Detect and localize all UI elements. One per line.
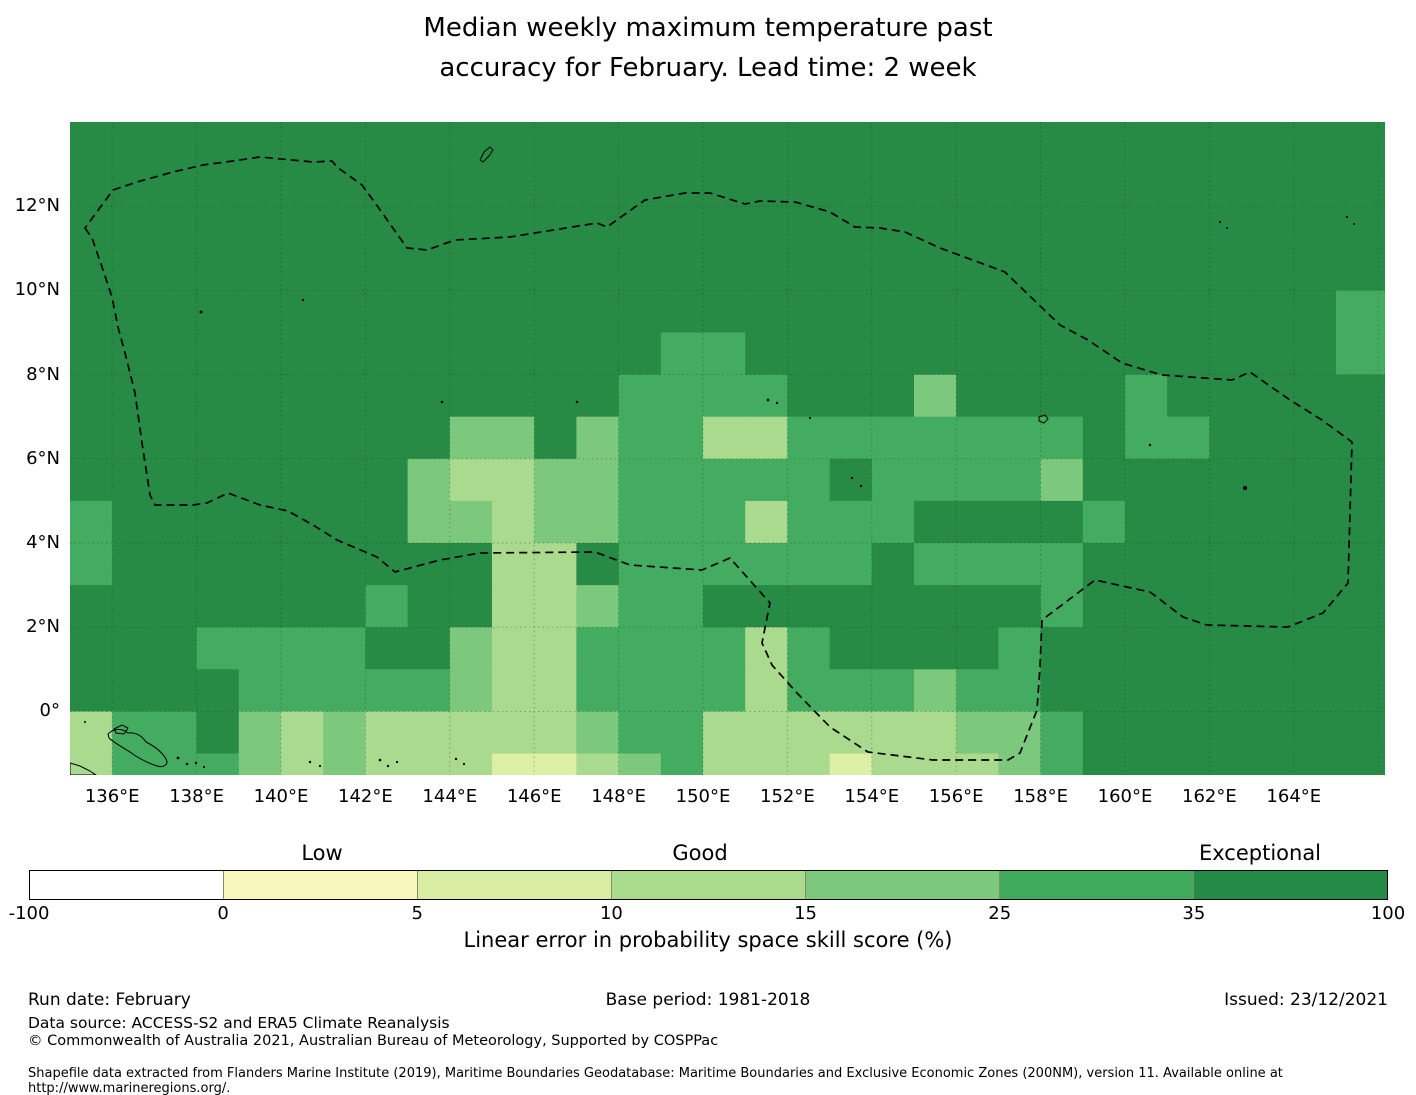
x-tick-label: 140°E xyxy=(253,786,309,807)
colorbar-axis-label: Linear error in probability space skill … xyxy=(463,928,953,952)
chart-title-line1: Median weekly maximum temperature past xyxy=(423,13,993,43)
colorbar-tick-label: 100 xyxy=(1370,903,1406,924)
x-tick-label: 144°E xyxy=(422,786,478,807)
x-tick-label: 138°E xyxy=(169,786,224,807)
colorbar-segment xyxy=(999,871,1193,899)
x-tick-label: 136°E xyxy=(84,786,140,807)
y-tick-label: 8°N xyxy=(26,363,60,385)
colorbar-tick-label: 5 xyxy=(411,903,424,924)
y-tick-label: 0° xyxy=(39,700,60,722)
x-tick-label: 152°E xyxy=(760,786,815,807)
x-tick-label: 156°E xyxy=(928,786,984,807)
map-plot-area xyxy=(70,122,1385,775)
x-tick-label: 146°E xyxy=(506,786,562,807)
colorbar-tick-label: 25 xyxy=(988,903,1012,924)
y-tick-label: 12°N xyxy=(14,195,60,217)
colorbar xyxy=(29,870,1388,900)
colorbar-segment xyxy=(417,871,611,899)
colorbar-segment xyxy=(223,871,417,899)
shapefile-attribution-text: Shapefile data extracted from Flanders M… xyxy=(28,1066,1283,1095)
x-tick-label: 158°E xyxy=(1013,786,1068,807)
colorbar-segment xyxy=(611,871,805,899)
run-date-text: Run date: February xyxy=(28,990,191,1010)
chart-title: Median weekly maximum temperature past a… xyxy=(0,8,1416,88)
y-tick-label: 10°N xyxy=(14,279,60,301)
data-source-text: Data source: ACCESS-S2 and ERA5 Climate … xyxy=(28,1014,450,1032)
heatmap-canvas xyxy=(70,122,1385,775)
colorbar-quality-label: Low xyxy=(301,841,343,865)
colorbar-tick-label: 10 xyxy=(599,903,623,924)
y-tick-label: 2°N xyxy=(26,616,60,638)
chart-title-line2: accuracy for February. Lead time: 2 week xyxy=(439,53,977,83)
colorbar-quality-label: Exceptional xyxy=(1198,841,1322,865)
x-tick-label: 162°E xyxy=(1182,786,1237,807)
colorbar-quality-label: Good xyxy=(672,841,728,865)
x-tick-label: 150°E xyxy=(675,786,731,807)
colorbar-segment xyxy=(30,871,223,899)
x-tick-label: 148°E xyxy=(591,786,646,807)
colorbar-segment xyxy=(805,871,999,899)
copyright-text: © Commonwealth of Australia 2021, Austra… xyxy=(28,1033,719,1049)
colorbar-tick-label: 35 xyxy=(1182,903,1206,924)
colorbar-segment xyxy=(1193,871,1387,899)
x-tick-label: 160°E xyxy=(1097,786,1153,807)
colorbar-tick-label: 15 xyxy=(794,903,818,924)
colorbar-tick-label: -100 xyxy=(8,903,50,924)
x-tick-label: 142°E xyxy=(338,786,393,807)
y-tick-label: 6°N xyxy=(26,447,60,469)
y-tick-label: 4°N xyxy=(26,532,60,553)
colorbar-tick-label: 0 xyxy=(217,903,229,924)
issued-date-text: Issued: 23/12/2021 xyxy=(1224,990,1388,1010)
x-tick-label: 154°E xyxy=(844,786,900,807)
base-period-text: Base period: 1981-2018 xyxy=(605,990,811,1010)
x-tick-label: 164°E xyxy=(1266,786,1322,807)
